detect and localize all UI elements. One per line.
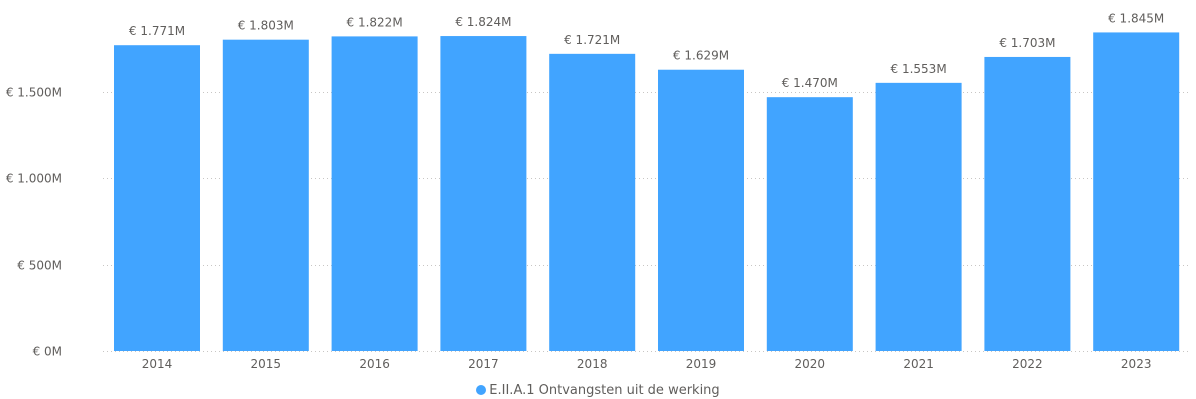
x-tick-label-2018: 2018 (577, 357, 608, 371)
data-label-2018: € 1.721M (564, 33, 620, 47)
bar-2021[interactable] (875, 82, 962, 351)
x-tick-label-2019: 2019 (686, 357, 717, 371)
y-tick-label: € 1.000M (6, 172, 62, 186)
y-tick-label: € 1.500M (6, 86, 62, 100)
bars (114, 32, 1180, 352)
bar-2018[interactable] (549, 53, 636, 351)
bar-2016[interactable] (331, 36, 418, 351)
x-tick-label-2023: 2023 (1121, 357, 1152, 371)
y-tick-label: € 500M (17, 259, 62, 273)
x-axis-tick-labels: 2014 2015 2016 2017 2018 2019 2020 2021 2022 2023 (142, 357, 1152, 371)
bar-2017[interactable] (440, 36, 527, 351)
y-axis-tick-labels: € 0M € 500M € 1.000M € 1.500M (6, 86, 62, 359)
data-label-2016: € 1.822M (347, 15, 403, 29)
bar-2019[interactable] (658, 69, 744, 351)
y-tick-label: € 0M (33, 345, 62, 359)
x-tick-label-2022: 2022 (1012, 357, 1043, 371)
data-label-2022: € 1.703M (999, 36, 1055, 50)
bar-2020[interactable] (766, 97, 853, 352)
data-label-2014: € 1.771M (129, 24, 185, 38)
data-label-2017: € 1.824M (455, 15, 511, 29)
legend-marker (476, 385, 487, 395)
legend-label: E.II.A.1 Ontvangsten uit de werking (489, 382, 720, 398)
x-tick-label-2014: 2014 (142, 357, 173, 371)
data-label-2021: € 1.553M (891, 62, 947, 76)
bar-2023[interactable] (1093, 32, 1180, 352)
data-label-2020: € 1.470M (782, 76, 838, 90)
x-tick-label-2020: 2020 (795, 357, 826, 371)
legend[interactable]: E.II.A.1 Ontvangsten uit de werking (0, 381, 1196, 399)
x-tick-label-2015: 2015 (251, 357, 282, 371)
bar-2022[interactable] (984, 56, 1071, 351)
data-label-2019: € 1.629M (673, 49, 729, 63)
data-label-2023: € 1.845M (1108, 11, 1164, 25)
data-labels: € 1.771M € 1.803M € 1.822M € 1.824M € 1.721M… (129, 11, 1164, 90)
x-tick-label-2017: 2017 (468, 357, 499, 371)
data-label-2015: € 1.803M (238, 19, 294, 33)
bar-2014[interactable] (114, 45, 200, 351)
bar-chart: € 0M € 500M € 1.000M € 1.500M € 1.771M € 1.8… (6, 11, 1190, 371)
x-tick-label-2016: 2016 (359, 357, 390, 371)
bar-2015[interactable] (222, 39, 309, 351)
x-tick-label-2021: 2021 (903, 357, 934, 371)
